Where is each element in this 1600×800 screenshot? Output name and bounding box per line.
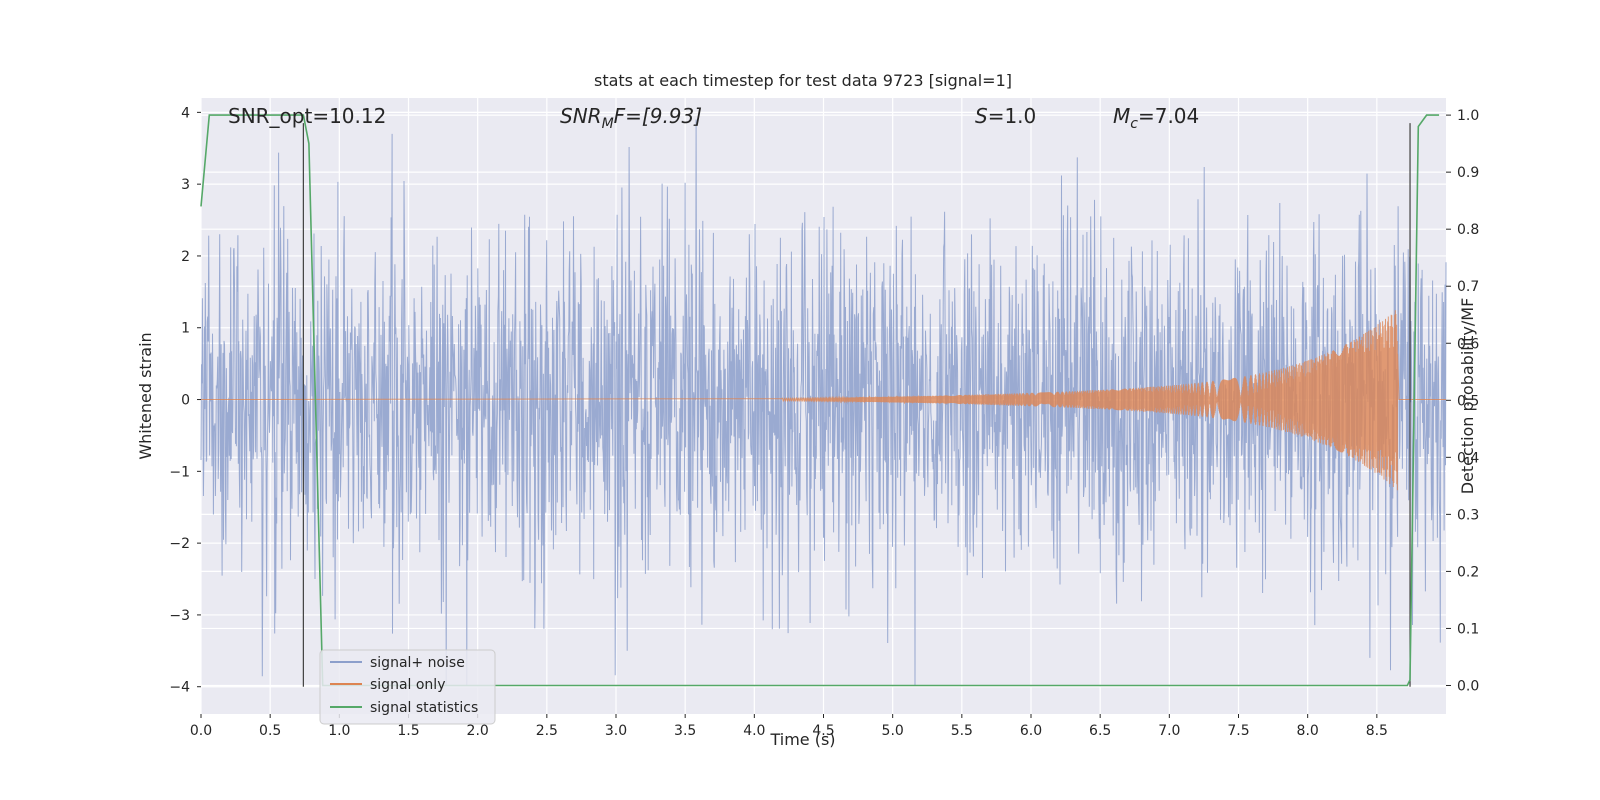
y-right-tick-label: 0.6 xyxy=(1457,336,1479,352)
y-left-tick-label: 3 xyxy=(181,177,190,193)
x-tick-label: 1.5 xyxy=(397,723,419,739)
x-axis-title: Time (s) xyxy=(769,730,835,749)
y-left-tick-label: −2 xyxy=(169,536,190,552)
annotation-snr-opt: SNR_opt=10.12 xyxy=(228,104,386,128)
y-right-axis-title: Detection probability/MF xyxy=(1458,298,1477,495)
y-left-axis-title: Whitened strain xyxy=(136,332,155,459)
x-tick-label: 2.0 xyxy=(467,723,489,739)
x-tick-label: 0.5 xyxy=(259,723,281,739)
legend-label-signal-only: signal only xyxy=(370,677,445,693)
x-tick-label: 6.0 xyxy=(1020,723,1042,739)
y-right-tick-label: 0.1 xyxy=(1457,621,1479,637)
annotation-mc: Mc=7.04 xyxy=(1113,104,1199,132)
y-right-tick-label: 0.8 xyxy=(1457,222,1479,238)
y-right-tick-label: 0.0 xyxy=(1457,678,1479,694)
noise-trace xyxy=(200,119,1447,686)
series-signal-noise xyxy=(200,119,1447,686)
x-tick-label: 5.0 xyxy=(882,723,904,739)
y-left-tick-label: −1 xyxy=(169,464,190,480)
chart-title: stats at each timestep for test data 972… xyxy=(594,71,1012,90)
x-tick-label: 8.0 xyxy=(1297,723,1319,739)
y-right-tick-label: 0.4 xyxy=(1457,450,1479,466)
x-tick-label: 3.5 xyxy=(674,723,696,739)
annotation-snr-mf: SNRMF=[9.93] xyxy=(560,104,702,132)
y-right-axis-ticks: 1.0 0.9 0.8 0.7 0.6 0.5 0.4 0.3 0.2 0.1 0.0 xyxy=(1446,108,1479,694)
y-right-tick-label: 1.0 xyxy=(1457,108,1479,124)
x-tick-label: 2.5 xyxy=(536,723,558,739)
y-right-tick-label: 0.9 xyxy=(1457,165,1479,181)
legend-label-signal-noise: signal+ noise xyxy=(370,655,465,671)
x-tick-label: 6.5 xyxy=(1089,723,1111,739)
x-tick-label: 0.0 xyxy=(190,723,212,739)
y-left-tick-label: 2 xyxy=(181,249,190,265)
vertical-markers xyxy=(302,123,1411,687)
y-left-tick-label: −3 xyxy=(169,608,190,624)
series-signal-only xyxy=(200,310,1446,491)
y-left-tick-label: −4 xyxy=(169,680,190,696)
x-tick-label: 1.0 xyxy=(328,723,350,739)
y-left-tick-label: 0 xyxy=(181,393,190,409)
legend: signal+ noise signal only signal statist… xyxy=(319,649,496,725)
legend-label-signal-statistics: signal statistics xyxy=(370,700,478,716)
y-left-axis-ticks: 4 3 2 1 0 −1 −2 −3 −4 xyxy=(169,105,201,696)
x-axis-ticks: 0.0 0.5 1.0 1.5 2.0 2.5 3.0 3.5 4.0 4.5 5.0 5.5 6.0 6… xyxy=(190,714,1388,739)
x-tick-label: 3.0 xyxy=(605,723,627,739)
y-right-tick-label: 0.2 xyxy=(1457,564,1479,580)
x-tick-label: 8.5 xyxy=(1366,723,1388,739)
legend-box xyxy=(319,649,496,725)
x-tick-label: 4.0 xyxy=(743,723,765,739)
annotation-s: S=1.0 xyxy=(975,104,1036,128)
x-tick-label: 7.0 xyxy=(1158,723,1180,739)
y-right-tick-label: 0.3 xyxy=(1457,507,1479,523)
x-tick-label: 7.5 xyxy=(1227,723,1249,739)
x-tick-label: 4.5 xyxy=(812,723,834,739)
x-tick-label: 5.5 xyxy=(951,723,973,739)
y-right-tick-label: 0.5 xyxy=(1457,393,1479,409)
y-right-tick-label: 0.7 xyxy=(1457,279,1479,295)
y-left-tick-label: 1 xyxy=(181,321,190,337)
y-left-tick-label: 4 xyxy=(181,105,190,121)
signal-trace xyxy=(200,310,1446,491)
